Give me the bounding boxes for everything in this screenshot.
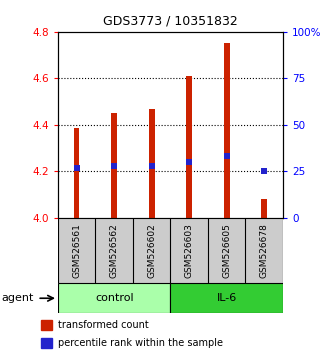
Text: GSM526602: GSM526602 (147, 223, 156, 278)
Bar (186, 76, 192, 218)
Bar (41, 338, 52, 348)
Bar (149, 109, 155, 218)
Bar (111, 113, 117, 218)
Bar (74, 128, 79, 218)
Text: GSM526562: GSM526562 (110, 223, 119, 278)
Text: agent: agent (1, 293, 33, 303)
Bar (170, 283, 283, 313)
Text: GSM526678: GSM526678 (260, 223, 269, 278)
Text: control: control (95, 293, 133, 303)
Bar (41, 320, 52, 330)
Title: GDS3773 / 10351832: GDS3773 / 10351832 (103, 15, 238, 28)
Text: GSM526605: GSM526605 (222, 223, 231, 278)
Text: GSM526561: GSM526561 (72, 223, 81, 278)
Bar (224, 44, 230, 218)
Bar (58, 283, 170, 313)
Text: percentile rank within the sample: percentile rank within the sample (58, 338, 223, 348)
Bar (261, 199, 267, 218)
Text: transformed count: transformed count (58, 320, 149, 330)
Text: IL-6: IL-6 (216, 293, 237, 303)
Text: GSM526603: GSM526603 (185, 223, 194, 278)
